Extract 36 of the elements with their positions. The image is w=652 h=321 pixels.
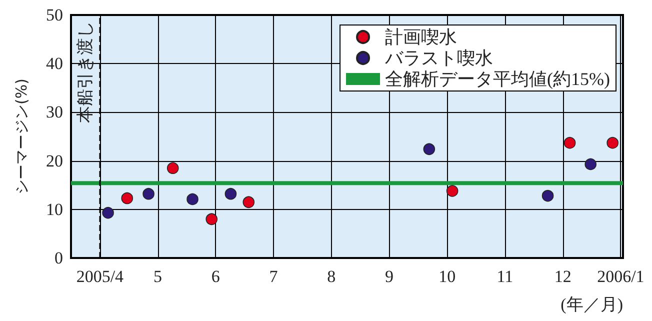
x-tick-label: 11	[496, 267, 514, 286]
legend-label: 全解析データ平均値(約15%)	[385, 69, 610, 89]
x-tick-label: 10	[438, 267, 456, 286]
legend-label: 計画喫水	[385, 27, 458, 47]
y-tick-label: 0	[54, 248, 63, 268]
point	[242, 196, 255, 208]
point	[606, 136, 618, 149]
point	[102, 206, 114, 219]
x-tick-label: 8	[327, 267, 336, 286]
x-tick-label: 9	[384, 267, 394, 286]
x-tick-label: 2005/4	[76, 267, 124, 286]
point	[142, 188, 154, 200]
legend-label: バラスト喫水	[384, 48, 494, 68]
point	[166, 162, 179, 174]
point	[584, 158, 596, 170]
x-axis-title: (年／月)	[560, 295, 623, 314]
x-tick-label: 6	[211, 267, 220, 286]
y-tick-label: 20	[46, 151, 63, 170]
y-tick-label: 40	[46, 54, 63, 74]
y-tick-label: 10	[46, 200, 63, 219]
x-tick-label: 5	[154, 267, 162, 286]
y-axis-title: シーマージン(%)	[12, 78, 30, 194]
point	[186, 193, 198, 206]
point	[542, 190, 554, 202]
point	[423, 143, 436, 156]
x-tick-label: 7	[269, 267, 278, 286]
point	[564, 136, 576, 149]
ref-line-label: 本船引き渡し	[75, 21, 96, 123]
point	[121, 192, 134, 204]
point	[224, 188, 237, 200]
x-tick-label: 12	[554, 267, 572, 286]
point	[206, 213, 218, 226]
point	[446, 185, 458, 197]
y-tick-label: 50	[46, 6, 63, 24]
x-tick-label: 2006/1	[597, 267, 644, 286]
y-tick-label: 30	[46, 102, 63, 122]
